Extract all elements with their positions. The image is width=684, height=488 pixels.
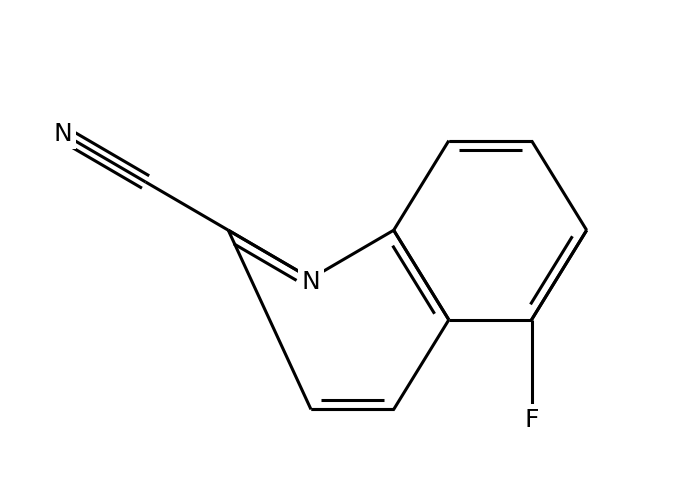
Text: F: F [524,408,539,432]
Text: N: N [53,122,73,146]
Text: N: N [302,270,320,294]
